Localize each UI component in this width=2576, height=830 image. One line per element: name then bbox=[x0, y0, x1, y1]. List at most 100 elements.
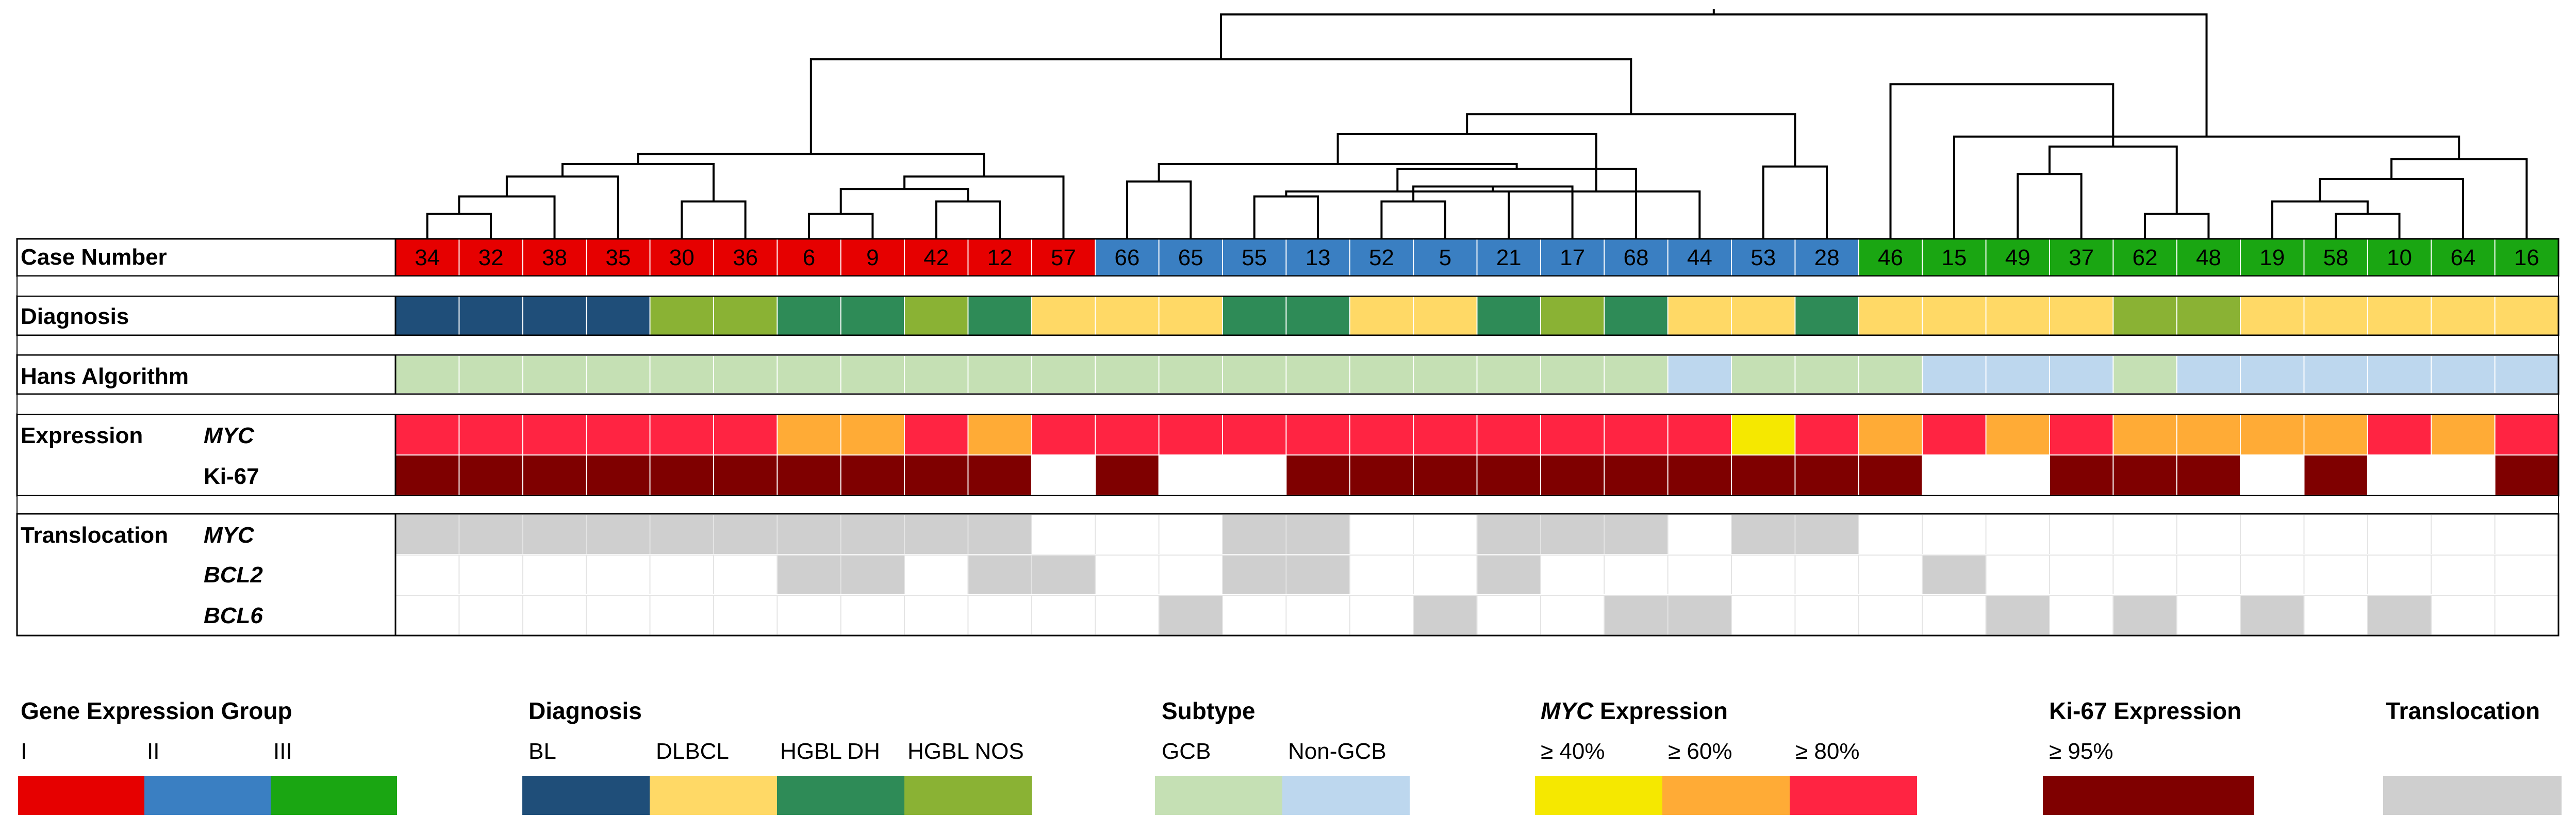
row-label-expression: Expression bbox=[21, 423, 143, 448]
case-cell bbox=[2431, 239, 2495, 276]
ki67-expression-cell bbox=[2113, 455, 2177, 495]
case-number-label: 13 bbox=[1306, 245, 1331, 270]
hans-cell bbox=[1286, 356, 1350, 393]
diagnosis-cell bbox=[2113, 296, 2177, 335]
bcl2-translocation-cell bbox=[1604, 555, 1668, 594]
myc-translocation-cell bbox=[522, 515, 587, 554]
case-number-label: 52 bbox=[1369, 245, 1394, 270]
ki67-expression-cell bbox=[1413, 455, 1477, 495]
myc-translocation-cell bbox=[904, 515, 968, 554]
bcl2-translocation-cell bbox=[1795, 555, 1859, 594]
bcl6-translocation-cell bbox=[1031, 595, 1096, 634]
bcl2-translocation-cell bbox=[1222, 555, 1286, 594]
bcl6-translocation-cell bbox=[1095, 595, 1159, 634]
ki67-expression-cell bbox=[1159, 455, 1223, 495]
row-spacer bbox=[16, 335, 2559, 355]
case-number-label: 19 bbox=[2259, 245, 2285, 270]
myc-expression-cell bbox=[1795, 415, 1859, 454]
case-number-label: 10 bbox=[2387, 245, 2412, 270]
case-cell bbox=[2176, 239, 2241, 276]
legend-swatch-translocation bbox=[2383, 776, 2562, 815]
hans-cell bbox=[1477, 356, 1541, 393]
row-label-expression-myc: MYC bbox=[204, 423, 254, 448]
hans-cell bbox=[840, 356, 905, 393]
ki67-expression-cell bbox=[1031, 455, 1096, 495]
case-number-label: 53 bbox=[1751, 245, 1776, 270]
diagnosis-cell bbox=[968, 296, 1032, 335]
myc-expression-cell bbox=[1222, 415, 1286, 454]
ki67-expression-cell bbox=[1286, 455, 1350, 495]
case-number-label: 46 bbox=[1878, 245, 1903, 270]
bcl2-translocation-cell bbox=[395, 555, 459, 594]
myc-expression-cell bbox=[1286, 415, 1350, 454]
diagnosis-cell bbox=[1222, 296, 1286, 335]
bcl6-translocation-cell bbox=[968, 595, 1032, 634]
case-number-label: 57 bbox=[1051, 245, 1076, 270]
bcl2-translocation-cell bbox=[2176, 555, 2241, 594]
bcl6-translocation-cell bbox=[904, 595, 968, 634]
case-cell bbox=[2495, 239, 2558, 276]
myc-translocation-cell bbox=[1222, 515, 1286, 554]
hans-cell bbox=[713, 356, 778, 393]
myc-translocation-cell bbox=[2304, 515, 2368, 554]
bcl6-translocation-cell bbox=[1413, 595, 1477, 634]
bcl2-translocation-cell bbox=[459, 555, 523, 594]
ki67-expression-cell bbox=[2431, 455, 2495, 495]
bcl2-translocation-cell bbox=[1349, 555, 1414, 594]
myc-expression-cell bbox=[713, 415, 778, 454]
hans-cell bbox=[2367, 356, 2432, 393]
case-number-label: 44 bbox=[1687, 245, 1712, 270]
diagnosis-cell bbox=[713, 296, 778, 335]
bcl2-translocation-cell bbox=[650, 555, 714, 594]
case-cell bbox=[1349, 239, 1414, 276]
case-cell bbox=[1731, 239, 1795, 276]
diagnosis-cell bbox=[2240, 296, 2304, 335]
hans-cell bbox=[968, 356, 1032, 393]
legend-swatch-hgbl-dh bbox=[777, 776, 904, 815]
bcl2-translocation-cell bbox=[904, 555, 968, 594]
case-cell bbox=[1922, 239, 1986, 276]
case-cell bbox=[459, 239, 523, 276]
myc-expression-cell bbox=[522, 415, 587, 454]
myc-translocation-cell bbox=[1477, 515, 1541, 554]
legend-swatch-myc-80 bbox=[1790, 776, 1917, 815]
myc-translocation-cell bbox=[2113, 515, 2177, 554]
ki67-expression-cell bbox=[2495, 455, 2558, 495]
legend-swatch-group-I bbox=[18, 776, 144, 815]
legend-swatch-gcb bbox=[1155, 776, 1282, 815]
diagnosis-cell bbox=[2049, 296, 2113, 335]
legend-swatch-myc-40 bbox=[1535, 776, 1662, 815]
ki67-expression-cell bbox=[2176, 455, 2241, 495]
myc-translocation-cell bbox=[1031, 515, 1096, 554]
myc-translocation-cell bbox=[2367, 515, 2432, 554]
hans-cell bbox=[522, 356, 587, 393]
myc-translocation-cell bbox=[840, 515, 905, 554]
diagnosis-cell bbox=[522, 296, 587, 335]
myc-translocation-cell bbox=[1731, 515, 1795, 554]
diagnosis-cell bbox=[2431, 296, 2495, 335]
diagnosis-cell bbox=[1413, 296, 1477, 335]
diagnosis-cell bbox=[1858, 296, 1923, 335]
bcl2-translocation-cell bbox=[1540, 555, 1605, 594]
case-cell bbox=[1222, 239, 1286, 276]
myc-expression-cell bbox=[1095, 415, 1159, 454]
legend-label-bl: BL bbox=[529, 739, 556, 764]
myc-translocation-cell bbox=[1858, 515, 1923, 554]
case-number-label: 36 bbox=[733, 245, 758, 270]
ki67-expression-cell bbox=[1922, 455, 1986, 495]
bcl6-translocation-cell bbox=[1922, 595, 1986, 634]
bcl6-translocation-cell bbox=[522, 595, 587, 634]
bcl6-translocation-cell bbox=[459, 595, 523, 634]
myc-expression-cell bbox=[586, 415, 650, 454]
case-number-label: 35 bbox=[605, 245, 631, 270]
hans-cell bbox=[1858, 356, 1923, 393]
myc-expression-cell bbox=[2049, 415, 2113, 454]
case-number-label: 21 bbox=[1496, 245, 1522, 270]
case-cell bbox=[2367, 239, 2432, 276]
bcl6-translocation-cell bbox=[2049, 595, 2113, 634]
case-cell bbox=[1477, 239, 1541, 276]
bcl2-translocation-cell bbox=[1731, 555, 1795, 594]
case-number-label: 32 bbox=[478, 245, 504, 270]
myc-expression-cell bbox=[650, 415, 714, 454]
bcl6-translocation-cell bbox=[1795, 595, 1859, 634]
